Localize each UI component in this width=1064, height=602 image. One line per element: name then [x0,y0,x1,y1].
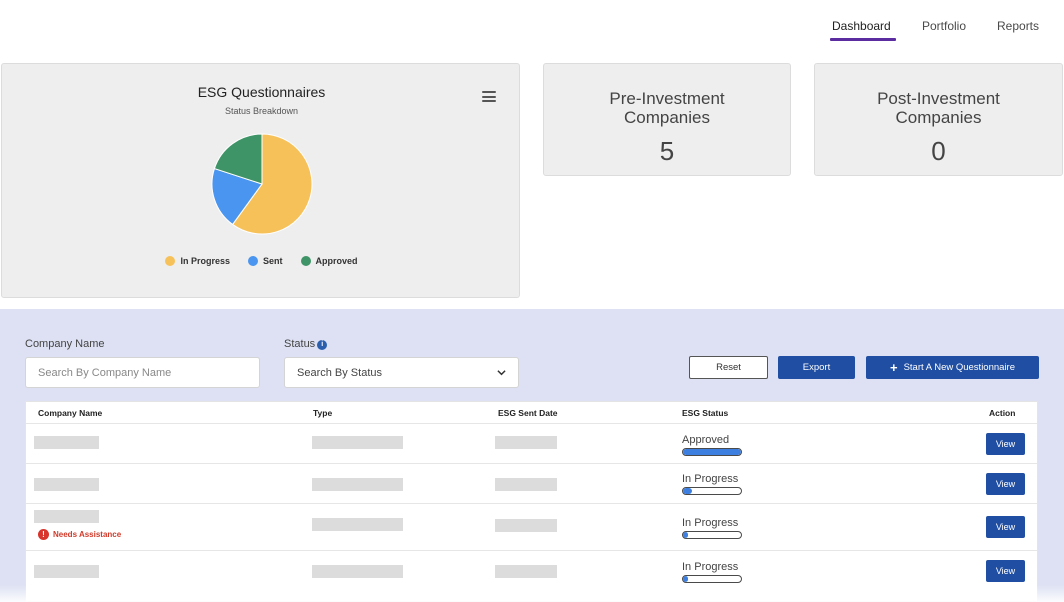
needs-assistance-text: Needs Assistance [53,530,122,539]
table-row: In Progress View [26,550,1037,594]
header-company-name[interactable]: Company Name [38,408,103,418]
header-esg-status[interactable]: ESG Status [682,408,729,418]
status-select-value: Search By Status [297,366,382,379]
status-label-text: Status [284,338,316,350]
company-name-label: Company Name [25,338,105,350]
status-select[interactable]: Search By Status [284,357,519,388]
pre-investment-count: 5 [659,136,675,166]
esg-questionnaires-card: ESG Questionnaires Status Breakdown In P… [1,63,520,298]
pre-investment-label: Pre-Investment Companies [609,89,725,127]
chevron-down-icon [497,370,506,376]
nav-portfolio[interactable]: Portfolio [922,19,967,33]
esg-progress-fill [683,488,692,494]
esg-status-text: Approved [682,434,730,446]
post-investment-label: Post-Investment Companies [877,89,1000,127]
pie-slice-approved[interactable] [213,133,263,185]
table-row: Approved View [26,423,1037,463]
esg-status-text: In Progress [682,561,739,573]
sent-date-placeholder [495,519,557,532]
sent-date-placeholder [495,478,557,491]
type-placeholder [312,565,403,578]
esg-progress-bar [682,575,742,583]
chart-title: ESG Questionnaires [197,84,326,100]
needs-assistance-alert: ! Needs Assistance [38,529,121,540]
esg-progress-fill [683,576,688,582]
sent-date-placeholder [495,436,557,449]
esg-status-text: In Progress [682,473,739,485]
post-investment-count: 0 [931,136,946,166]
status-label: Status i [284,338,328,350]
post-investment-card: Post-Investment Companies 0 [814,63,1063,176]
type-placeholder [312,478,403,491]
table-row: ! Needs Assistance In Progress View [26,503,1037,550]
chart-subtitle: Status Breakdown [224,106,299,116]
company-name-placeholder [34,436,99,449]
company-name-placeholder [34,565,99,578]
nav-dashboard[interactable]: Dashboard [832,19,891,33]
table-row: In Progress View [26,463,1037,503]
alert-icon: ! [38,529,49,540]
esg-progress-bar [682,487,742,495]
header-type[interactable]: Type [313,408,333,418]
legend-label-sent: Sent [263,256,283,266]
header-action: Action [989,408,1016,418]
pie-slice-in-progress[interactable] [231,133,313,235]
esg-progress-fill [683,449,741,455]
hamburger-menu-icon[interactable] [482,91,496,102]
view-button[interactable]: View [986,560,1025,582]
esg-progress-bar [682,531,742,539]
legend-dot-approved [300,256,311,266]
company-name-placeholder [34,510,99,523]
export-button[interactable]: Export [778,356,855,379]
legend-item-in-progress[interactable]: In Progress [165,256,230,266]
view-button[interactable]: View [986,516,1025,538]
company-name-search-input[interactable]: Search By Company Name [25,357,260,388]
legend-dot-sent [248,256,258,266]
legend-item-approved[interactable]: Approved [300,256,358,266]
esg-progress-bar [682,448,742,456]
esg-status-text: In Progress [682,517,739,529]
start-new-questionnaire-button[interactable]: + Start A New Questionnaire [866,356,1039,379]
company-name-placeholder [34,478,99,491]
view-button[interactable]: View [986,473,1025,495]
info-icon[interactable]: i [317,340,328,350]
type-placeholder [312,518,403,531]
chart-legend: In Progress Sent Approved [2,256,521,266]
pie-chart [211,133,313,235]
bottom-fade [0,585,1064,602]
start-new-questionnaire-label: Start A New Questionnaire [903,362,1015,373]
type-placeholder [312,436,403,449]
view-button[interactable]: View [986,433,1025,455]
pie-slice-sent[interactable] [211,167,263,226]
questionnaire-table: Company Name Type ESG Sent Date ESG Stat… [25,401,1038,602]
esg-progress-fill [683,532,688,538]
nav-reports[interactable]: Reports [997,19,1040,33]
nav-active-indicator [830,38,896,41]
legend-label-approved: Approved [315,256,358,266]
header-esg-sent-date[interactable]: ESG Sent Date [498,408,558,418]
plus-icon: + [889,360,898,375]
legend-label-in-progress: In Progress [180,256,230,266]
reset-button[interactable]: Reset [689,356,768,379]
legend-dot-in-progress [165,256,176,266]
pre-investment-card: Pre-Investment Companies 5 [543,63,791,176]
legend-item-sent[interactable]: Sent [248,256,283,266]
sent-date-placeholder [495,565,557,578]
